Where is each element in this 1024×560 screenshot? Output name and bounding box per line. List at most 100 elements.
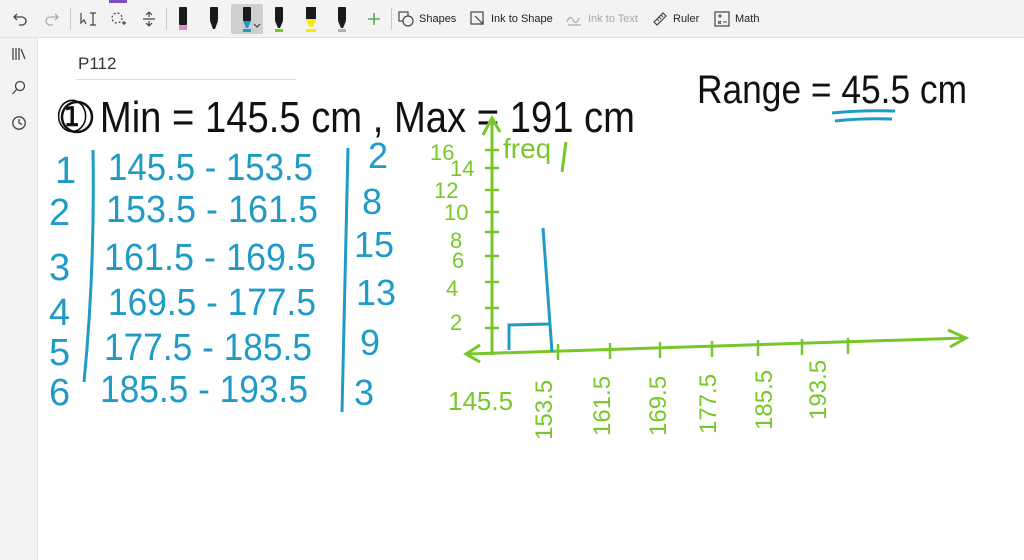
notebooks-button[interactable] <box>7 42 31 66</box>
histogram-bar-1 <box>507 322 551 350</box>
ink-to-text-icon <box>566 16 581 26</box>
undo-icon <box>13 13 27 26</box>
math-button[interactable]: Math <box>714 4 766 34</box>
pen-green-button[interactable] <box>266 4 292 34</box>
math-icon <box>714 11 730 27</box>
class-number: 5 <box>49 332 70 374</box>
title-underline <box>76 79 296 80</box>
search-icon <box>12 80 26 95</box>
histogram-bar-2-edge <box>541 227 554 353</box>
x-axis-line <box>467 336 966 356</box>
x-axis-right-arrow <box>947 328 970 349</box>
x-axis-left-arrow <box>463 343 481 364</box>
x-tick-label: 193.5 <box>805 360 832 420</box>
y-tick-labels: 16 14 12 10 8 6 4 2 <box>430 140 474 335</box>
pen-icon <box>243 7 251 32</box>
y-tick-label: 14 <box>450 156 474 181</box>
class-number: 2 <box>49 192 70 234</box>
ink-to-shape-label: Ink to Shape <box>491 13 553 25</box>
interval-text: 177.5 - 185.5 <box>104 327 312 369</box>
frequency-value: 3 <box>354 372 374 413</box>
add-space-button[interactable] <box>136 4 162 34</box>
interval-text: 161.5 - 169.5 <box>104 237 316 279</box>
page-title[interactable]: P112 <box>78 54 117 73</box>
plus-icon <box>368 13 380 25</box>
ruler-icon <box>653 12 667 26</box>
class-number: 6 <box>49 372 70 414</box>
circled-number-ink <box>60 100 94 134</box>
y-tick-marks <box>485 148 499 330</box>
pen-black-button[interactable] <box>201 4 227 34</box>
select-text-icon <box>80 12 96 26</box>
ink-min-max-line: ① Min = 145.5 cm , Max = 191 cm <box>55 93 635 142</box>
pen-icon <box>210 7 218 29</box>
table-left-divider <box>82 149 95 383</box>
notebooks-icon <box>12 48 26 60</box>
active-tool-indicator <box>109 0 127 3</box>
redo-button[interactable] <box>38 4 66 34</box>
search-button[interactable] <box>7 76 31 100</box>
ruler-label: Ruler <box>673 13 700 25</box>
lasso-icon <box>111 12 126 25</box>
interval-text: 153.5 - 161.5 <box>106 189 318 231</box>
frequency-table-ink: 1 2 3 4 5 6 145.5 - 153.5 153.5 - 161.5 … <box>49 135 396 414</box>
interval-text: 145.5 - 153.5 <box>108 147 313 189</box>
pen-icon <box>275 7 283 32</box>
x-tick-label: 177.5 <box>695 374 722 434</box>
frequency-value: 13 <box>356 272 396 313</box>
highlighter-yellow-button[interactable] <box>298 4 324 34</box>
undo-button[interactable] <box>6 4 34 34</box>
frequency-value: 9 <box>360 322 380 363</box>
min-max-text: ① Min = 145.5 cm , Max = 191 cm <box>55 93 635 142</box>
range-double-underline <box>831 109 896 123</box>
table-right-divider <box>340 147 350 413</box>
y-tick-label: 12 <box>434 178 458 203</box>
ink-stroke <box>560 141 568 173</box>
x-tick-labels-rotated: 153.5 161.5 169.5 177.5 185.5 193.5 <box>531 360 832 440</box>
redo-icon <box>45 13 59 26</box>
add-pen-button[interactable] <box>361 4 387 34</box>
histogram-sketch-ink: freq 16 14 12 10 8 6 4 2 145.5 153.5 161… <box>430 114 970 440</box>
frequency-value: 2 <box>368 135 388 176</box>
range-text: Range = 45.5 cm <box>697 68 967 112</box>
x-tick-label: 169.5 <box>645 376 672 436</box>
ink-range: Range = 45.5 cm <box>697 68 967 123</box>
x-tick-marks <box>556 338 850 360</box>
toolbar: Shapes Ink to Shape Ink to Text Ruler Ma… <box>0 0 1024 38</box>
interval-text: 169.5 - 177.5 <box>108 282 316 324</box>
ink-to-text-label: Ink to Text <box>588 13 638 25</box>
class-number: 4 <box>49 292 70 334</box>
x-tick-label: 185.5 <box>751 370 778 430</box>
frequency-value: 15 <box>354 224 394 265</box>
y-tick-label: 4 <box>446 276 458 301</box>
clock-icon <box>12 116 26 130</box>
pen-pink-button[interactable] <box>170 4 196 34</box>
toolbar-separator <box>166 8 167 30</box>
ink-to-text-button[interactable]: Ink to Text <box>565 4 641 34</box>
y-tick-label: 16 <box>430 140 454 165</box>
y-tick-label: 10 <box>444 200 468 225</box>
toolbar-separator <box>70 8 71 30</box>
pen-blue-button-selected[interactable] <box>231 4 263 34</box>
pen-icon <box>179 7 187 30</box>
select-text-button[interactable] <box>75 4 101 34</box>
shapes-button[interactable]: Shapes <box>398 4 460 34</box>
y-tick-label: 2 <box>450 310 462 335</box>
left-sidebar <box>0 38 38 560</box>
ink-to-shape-button[interactable]: Ink to Shape <box>470 4 556 34</box>
shapes-label: Shapes <box>419 13 457 25</box>
ruler-button[interactable]: Ruler <box>652 4 704 34</box>
lasso-select-button[interactable] <box>105 0 131 34</box>
x-tick-label: 145.5 <box>448 386 513 416</box>
pen-gray-button[interactable] <box>329 4 355 34</box>
y-tick-label: 6 <box>452 248 464 273</box>
y-axis-arrow <box>481 114 502 136</box>
add-space-icon <box>143 11 155 27</box>
recent-notes-button[interactable] <box>7 111 31 135</box>
frequency-value: 8 <box>362 181 382 222</box>
chevron-down-icon <box>253 23 261 28</box>
math-label: Math <box>735 13 760 25</box>
shapes-icon <box>398 11 414 27</box>
x-tick-label: 161.5 <box>589 376 616 436</box>
